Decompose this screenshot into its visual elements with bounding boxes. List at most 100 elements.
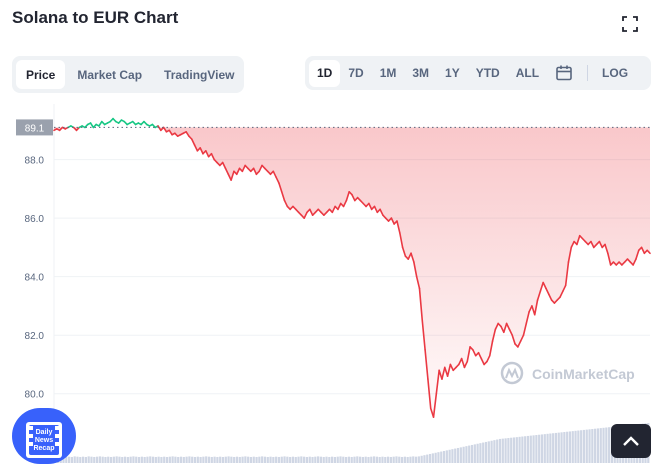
price-segment	[193, 144, 199, 152]
price-segment	[368, 202, 373, 211]
volume-bar	[73, 456, 76, 463]
range-tab-ytd[interactable]: YTD	[475, 66, 500, 80]
volume-bar	[109, 456, 113, 463]
volume-bar	[406, 456, 409, 463]
volume-bar	[235, 456, 239, 463]
volume-bar	[370, 456, 373, 463]
volume-bar	[182, 456, 185, 463]
volume-bar	[473, 444, 476, 463]
volume-bar	[163, 456, 166, 463]
volume-bar	[412, 456, 415, 463]
price-segment	[424, 349, 429, 380]
range-divider	[587, 65, 589, 81]
volume-bar	[249, 456, 253, 463]
volume-bar	[398, 456, 401, 463]
range-tab-1m[interactable]: 1M	[379, 66, 397, 80]
volume-bar	[350, 456, 353, 463]
volume-bar	[468, 445, 471, 463]
volume-bar	[451, 449, 454, 463]
volume-bar	[277, 456, 281, 463]
volume-bar	[482, 442, 485, 463]
coinmarketcap-logo-icon: CoinMarketCap	[500, 361, 635, 385]
volume-bar	[275, 456, 278, 463]
volume-bar	[261, 456, 264, 463]
range-tab-all[interactable]: ALL	[515, 66, 540, 80]
volume-bar	[303, 456, 306, 463]
volume-bar	[361, 456, 364, 463]
volume-bar	[126, 456, 129, 463]
range-tab-3m[interactable]: 3M	[412, 66, 430, 80]
price-segment	[283, 199, 289, 208]
price-segment	[472, 349, 477, 357]
volume-bar	[297, 456, 300, 463]
chevron-up-icon	[623, 436, 639, 446]
volume-bar	[456, 447, 460, 463]
price-segment	[486, 354, 491, 363]
volume-bar	[594, 428, 597, 463]
range-tab-1y[interactable]: 1Y	[445, 66, 460, 80]
volume-bar	[426, 454, 429, 463]
volume-bar	[375, 456, 378, 463]
range-tab-1d[interactable]: 1D	[309, 59, 341, 87]
volume-bar	[168, 456, 171, 463]
reference-line: 89.1	[16, 119, 650, 136]
volume-bar	[353, 456, 356, 463]
volume-bar	[440, 451, 443, 463]
price-segment	[517, 340, 522, 348]
y-axis: 80.0 82.0 84.0 86.0 88.0	[25, 156, 45, 401]
volume-bar	[403, 456, 406, 463]
volume-bar	[263, 456, 267, 463]
price-segment	[252, 167, 258, 176]
price-segment	[418, 287, 424, 322]
range-tab-7d[interactable]: 7D	[348, 66, 364, 80]
price-segment	[522, 322, 528, 337]
volume-bar	[196, 456, 199, 463]
volume-bar	[146, 456, 149, 463]
scroll-top-button[interactable]	[611, 424, 651, 458]
volume-bar	[417, 456, 420, 463]
volume-bar	[510, 437, 513, 463]
price-segment	[567, 246, 573, 263]
log-toggle[interactable]: LOG	[602, 66, 629, 80]
daily-news-recap-icon[interactable]: Daily News Recap	[12, 408, 76, 464]
tab-tradingview[interactable]: TradingView	[164, 67, 235, 82]
price-chart[interactable]: 89.1 80.0 82.0 84.0 86.0 88.0 CoinMarketCap	[0, 100, 664, 463]
volume-bar	[269, 456, 272, 463]
volume-bar	[414, 456, 418, 463]
volume-bar	[247, 456, 250, 463]
volume-bar	[580, 430, 583, 463]
price-segment	[466, 346, 471, 363]
price-segment	[280, 190, 286, 202]
volume-bar	[230, 456, 233, 463]
price-segment	[446, 363, 452, 377]
volume-bar	[81, 456, 85, 463]
volume-bar	[392, 456, 395, 463]
price-segment	[235, 167, 241, 176]
volume-bar	[104, 456, 107, 463]
volume-bar	[188, 456, 191, 463]
fullscreen-icon[interactable]	[620, 14, 640, 34]
volume-bar	[174, 456, 177, 463]
price-segment	[590, 240, 595, 249]
volume-bar	[423, 455, 426, 463]
range-tabs: 1D 7D 1M 3M 1Y YTD ALL LOG	[305, 56, 651, 90]
price-segment	[505, 322, 511, 331]
tab-price[interactable]: Price	[16, 60, 66, 89]
volume-bar	[151, 456, 155, 463]
volume-bar	[79, 456, 82, 463]
volume-bar	[199, 456, 202, 463]
price-segment	[275, 176, 280, 184]
tab-market-cap[interactable]: Market Cap	[77, 67, 143, 82]
volume-bar	[311, 456, 314, 463]
volume-bar	[272, 456, 275, 463]
price-segment	[89, 122, 95, 129]
volume-bar	[386, 456, 390, 463]
volume-bar	[571, 431, 574, 463]
price-segment	[224, 167, 230, 176]
volume-bar	[504, 438, 507, 463]
volume-bar	[602, 427, 605, 463]
volume-bar	[490, 440, 493, 463]
volume-bar	[258, 456, 261, 463]
price-segment	[640, 246, 646, 255]
calendar-icon[interactable]	[547, 60, 581, 87]
